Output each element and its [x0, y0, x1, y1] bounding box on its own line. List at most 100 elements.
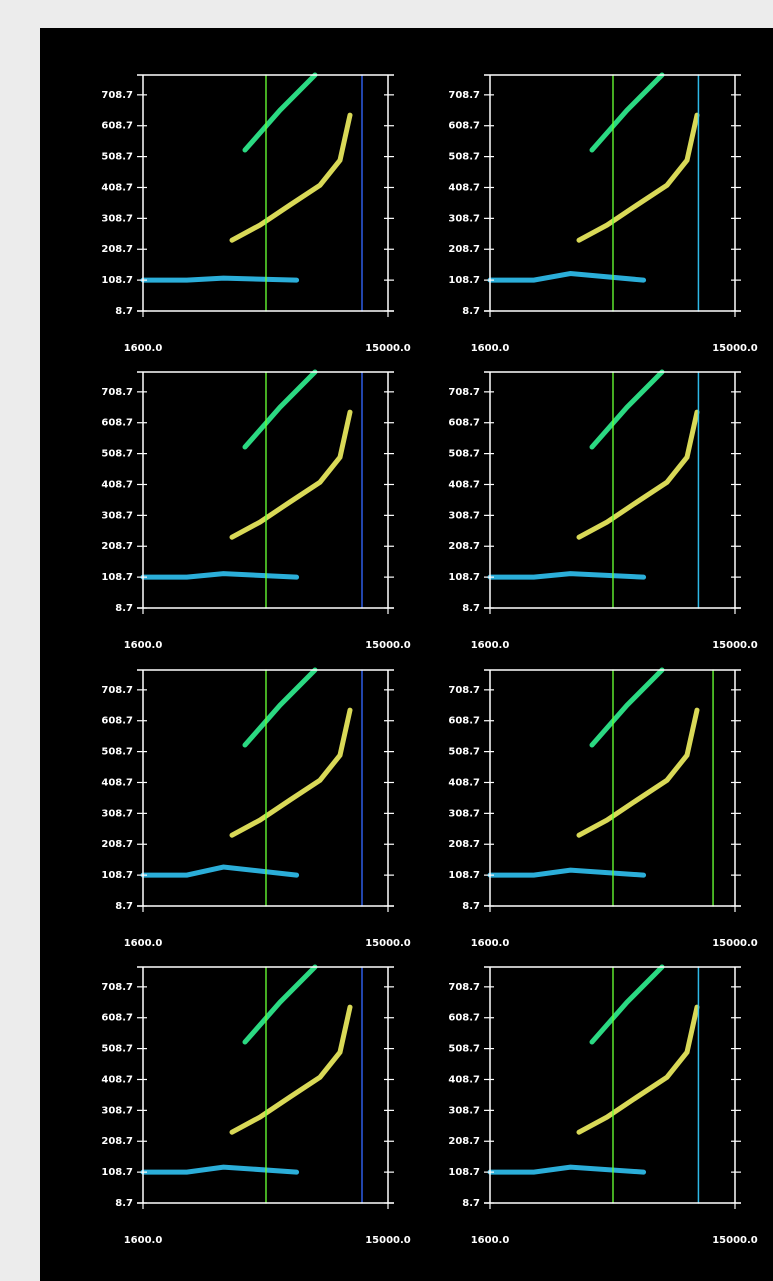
y-tick-label: 308.7: [448, 510, 480, 521]
x-tick-label: 15000.0: [365, 938, 411, 949]
y-tick-label: 608.7: [101, 418, 133, 429]
y-tick-label: 708.7: [101, 685, 133, 696]
y-tick-label: 8.7: [462, 603, 480, 614]
series-line: [229, 1004, 353, 1135]
panel: 8.7 108.7 208.7 308.7 408.7 508.7 608.7 708.7 16…: [101, 964, 411, 1246]
series-line: [242, 667, 318, 748]
series-line: [576, 409, 700, 540]
series-line: [589, 964, 665, 1045]
series-line: [487, 571, 647, 580]
y-tick-label: 508.7: [101, 449, 133, 460]
y-tick-label: 608.7: [448, 418, 480, 429]
figure-background: [40, 28, 773, 1281]
y-tick-label: 308.7: [101, 1105, 133, 1116]
series-line: [242, 964, 318, 1045]
y-tick-label: 8.7: [462, 1198, 480, 1209]
y-tick-label: 208.7: [448, 541, 480, 552]
y-tick-label: 408.7: [101, 479, 133, 490]
x-tick-label: 1600.0: [124, 343, 163, 354]
x-tick-label: 15000.0: [712, 1235, 758, 1246]
x-tick-label: 15000.0: [365, 640, 411, 651]
series-line: [242, 72, 318, 153]
series-line: [576, 707, 700, 838]
y-tick-label: 408.7: [448, 777, 480, 788]
panel: 8.7 108.7 208.7 308.7 408.7 508.7 608.7 708.7 16…: [448, 369, 758, 651]
y-tick-label: 308.7: [101, 808, 133, 819]
y-tick-label: 608.7: [448, 1013, 480, 1024]
panel: 8.7 108.7 208.7 308.7 408.7 508.7 608.7 708.7 16…: [101, 369, 411, 651]
y-tick-label: 608.7: [101, 1013, 133, 1024]
y-tick-label: 308.7: [101, 510, 133, 521]
y-tick-label: 8.7: [115, 306, 133, 317]
y-tick-label: 8.7: [462, 306, 480, 317]
y-tick-label: 308.7: [448, 1105, 480, 1116]
series-line: [487, 1164, 647, 1175]
y-tick-label: 608.7: [448, 716, 480, 727]
x-tick-label: 15000.0: [365, 343, 411, 354]
y-tick-label: 8.7: [115, 603, 133, 614]
series-line: [229, 409, 353, 540]
x-tick-label: 15000.0: [712, 640, 758, 651]
x-tick-label: 1600.0: [471, 1235, 510, 1246]
y-tick-label: 508.7: [448, 747, 480, 758]
series-line: [242, 369, 318, 450]
y-tick-label: 608.7: [101, 716, 133, 727]
y-tick-label: 708.7: [101, 982, 133, 993]
series-line: [229, 112, 353, 243]
y-tick-label: 608.7: [101, 121, 133, 132]
series-line: [140, 1164, 300, 1175]
y-tick-label: 8.7: [115, 901, 133, 912]
y-tick-label: 508.7: [448, 152, 480, 163]
series-line: [487, 867, 647, 878]
y-tick-label: 108.7: [101, 275, 133, 286]
y-tick-label: 408.7: [448, 479, 480, 490]
y-tick-label: 708.7: [448, 90, 480, 101]
x-tick-label: 1600.0: [124, 938, 163, 949]
y-tick-label: 108.7: [448, 275, 480, 286]
y-tick-label: 308.7: [101, 213, 133, 224]
y-tick-label: 208.7: [101, 839, 133, 850]
panel: 8.7 108.7 208.7 308.7 408.7 508.7 608.7 708.7 16…: [101, 667, 411, 949]
y-tick-label: 208.7: [101, 541, 133, 552]
x-tick-label: 1600.0: [124, 640, 163, 651]
panel: 8.7 108.7 208.7 308.7 408.7 508.7 608.7 708.7 16…: [448, 964, 758, 1246]
y-tick-label: 208.7: [101, 244, 133, 255]
y-tick-label: 508.7: [101, 747, 133, 758]
x-tick-label: 1600.0: [124, 1235, 163, 1246]
y-tick-label: 208.7: [448, 839, 480, 850]
series-line: [229, 707, 353, 838]
y-tick-label: 508.7: [101, 152, 133, 163]
y-tick-label: 508.7: [101, 1044, 133, 1055]
series-line: [576, 1004, 700, 1135]
y-tick-label: 708.7: [448, 982, 480, 993]
y-tick-label: 208.7: [448, 1136, 480, 1147]
y-tick-label: 408.7: [101, 777, 133, 788]
y-tick-label: 108.7: [101, 870, 133, 881]
y-tick-label: 8.7: [115, 1198, 133, 1209]
panel: 8.7 108.7 208.7 308.7 408.7 508.7 608.7 708.7 16…: [101, 72, 411, 354]
panel: 8.7 108.7 208.7 308.7 408.7 508.7 608.7 708.7 16…: [448, 667, 758, 949]
y-tick-label: 708.7: [101, 90, 133, 101]
y-tick-label: 308.7: [448, 808, 480, 819]
y-tick-label: 108.7: [101, 1167, 133, 1178]
y-tick-label: 308.7: [448, 213, 480, 224]
series-line: [576, 112, 700, 243]
y-tick-label: 8.7: [462, 901, 480, 912]
x-tick-label: 1600.0: [471, 343, 510, 354]
y-tick-label: 208.7: [101, 1136, 133, 1147]
y-tick-label: 608.7: [448, 121, 480, 132]
y-tick-label: 408.7: [448, 1074, 480, 1085]
x-tick-label: 1600.0: [471, 938, 510, 949]
y-tick-label: 508.7: [448, 449, 480, 460]
y-tick-label: 208.7: [448, 244, 480, 255]
y-tick-label: 708.7: [101, 387, 133, 398]
y-tick-label: 108.7: [448, 870, 480, 881]
series-line: [140, 275, 300, 283]
x-tick-label: 15000.0: [712, 938, 758, 949]
x-tick-label: 15000.0: [712, 343, 758, 354]
y-tick-label: 408.7: [101, 1074, 133, 1085]
series-line: [589, 369, 665, 450]
x-tick-label: 1600.0: [471, 640, 510, 651]
series-line: [589, 72, 665, 153]
